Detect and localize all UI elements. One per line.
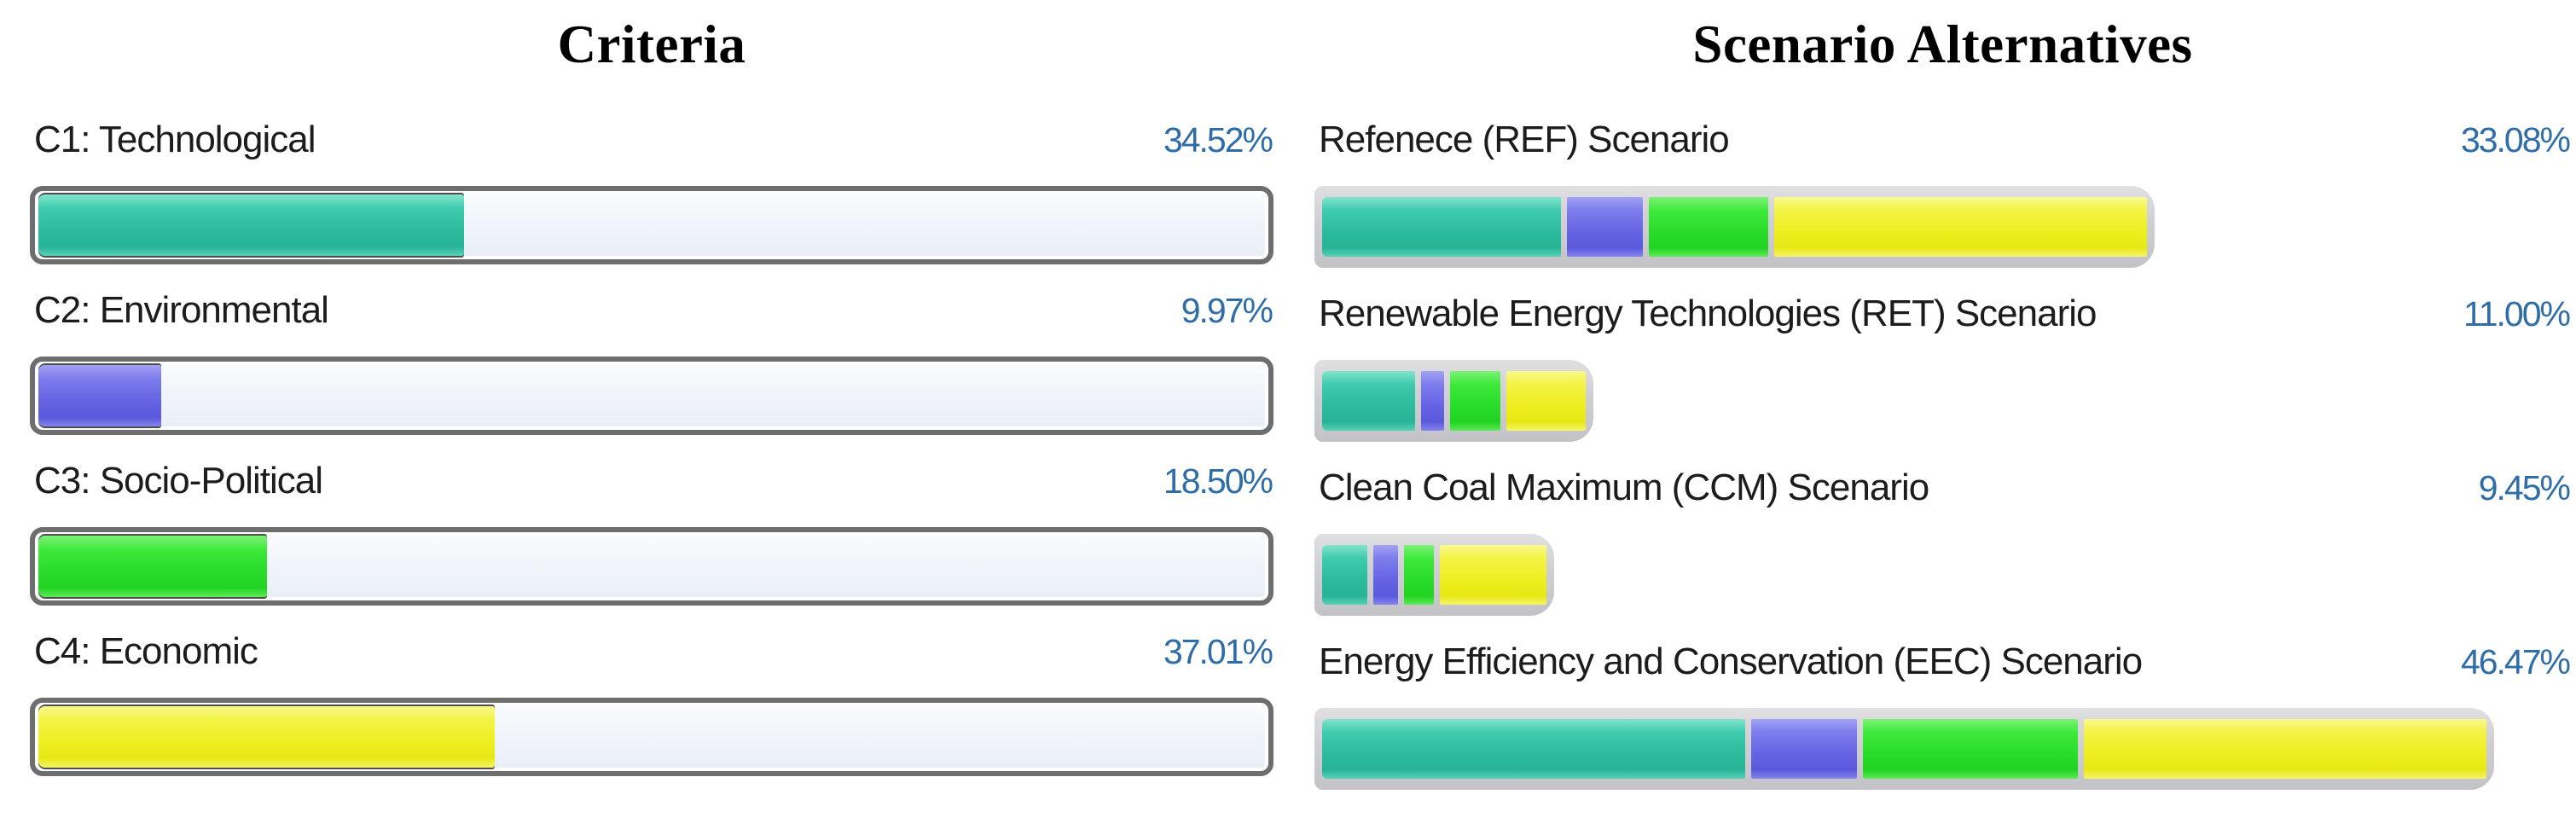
scenario-bar-area: [1314, 186, 2494, 268]
scenario-value: 9.45%: [2478, 468, 2571, 507]
criteria-bar-fill: [38, 365, 162, 426]
criteria-label: C1: Technological: [34, 119, 316, 160]
criteria-row: C3: Socio-Political 18.50%: [30, 435, 1273, 606]
bar-segment-teal: [1322, 371, 1416, 431]
scenario-value: 11.00%: [2463, 294, 2571, 333]
bar-segment-blue: [1421, 371, 1444, 431]
criteria-panel: Criteria C1: Technological 34.52% C2: En…: [30, 0, 1273, 790]
scenario-label: Clean Coal Maximum (CCM) Scenario: [1319, 467, 1929, 508]
criteria-bar-track: [30, 698, 1273, 776]
bar-segment-blue: [1567, 197, 1643, 257]
scenario-bar-area: [1314, 534, 2494, 616]
bar-segment-blue: [1373, 545, 1399, 605]
scenario-row: Clean Coal Maximum (CCM) Scenario 9.45%: [1314, 442, 2571, 616]
bar-segment-green: [1449, 371, 1501, 431]
criteria-bar-fill: [38, 536, 267, 597]
criteria-bar-track: [30, 527, 1273, 606]
scenario-bar-area: [1314, 360, 2494, 442]
criteria-label: C4: Economic: [34, 630, 258, 672]
scenario-label: Refenece (REF) Scenario: [1319, 119, 1730, 160]
scenario-stacked-bar: [1314, 186, 2155, 268]
criteria-bar-fill: [38, 194, 465, 256]
bar-segment-green: [1862, 719, 2079, 779]
criteria-label: C2: Environmental: [34, 289, 329, 331]
criteria-row: C1: Technological 34.52%: [30, 75, 1273, 264]
scenario-label: Renewable Energy Technologies (RET) Scen…: [1319, 293, 2097, 334]
scenarios-title: Scenario Alternatives: [1692, 14, 2193, 74]
bar-segment-yellow: [1439, 545, 1547, 605]
bar-segment-yellow: [2084, 719, 2487, 779]
criteria-label: C3: Socio-Political: [34, 460, 323, 502]
bar-segment-green: [1404, 545, 1434, 605]
scenario-row: Refenece (REF) Scenario 33.08%: [1314, 75, 2571, 268]
scenario-stacked-bar: [1314, 708, 2495, 790]
criteria-value: 37.01%: [1163, 632, 1273, 671]
bar-segment-teal: [1322, 197, 1562, 257]
bar-segment-green: [1648, 197, 1769, 257]
bar-segment-teal: [1322, 719, 1745, 779]
bar-segment-yellow: [1506, 371, 1587, 431]
criteria-value: 18.50%: [1163, 461, 1273, 501]
criteria-row: C2: Environmental 9.97%: [30, 264, 1273, 435]
scenario-value: 33.08%: [2460, 120, 2571, 159]
scenario-row: Energy Efficiency and Conservation (EEC)…: [1314, 616, 2571, 790]
criteria-bar-fill: [38, 706, 496, 768]
figure-root: Criteria C1: Technological 34.52% C2: En…: [30, 0, 2571, 790]
criteria-row: C4: Economic 37.01%: [30, 606, 1273, 776]
scenario-value: 46.47%: [2460, 642, 2571, 681]
bar-segment-teal: [1322, 545, 1368, 605]
criteria-value: 34.52%: [1163, 120, 1273, 159]
scenarios-panel: Scenario Alternatives Refenece (REF) Sce…: [1314, 0, 2571, 790]
criteria-title: Criteria: [557, 14, 746, 74]
bar-segment-yellow: [1774, 197, 2147, 257]
bar-segment-blue: [1750, 719, 1857, 779]
scenario-stacked-bar: [1314, 534, 1555, 616]
scenario-label: Energy Efficiency and Conservation (EEC)…: [1319, 641, 2143, 682]
criteria-bar-track: [30, 186, 1273, 264]
scenario-stacked-bar: [1314, 360, 1594, 442]
scenario-row: Renewable Energy Technologies (RET) Scen…: [1314, 268, 2571, 442]
column-divider-space: [1273, 0, 1314, 790]
criteria-bar-track: [30, 357, 1273, 435]
criteria-value: 9.97%: [1181, 291, 1273, 330]
scenario-bar-area: [1314, 708, 2495, 790]
